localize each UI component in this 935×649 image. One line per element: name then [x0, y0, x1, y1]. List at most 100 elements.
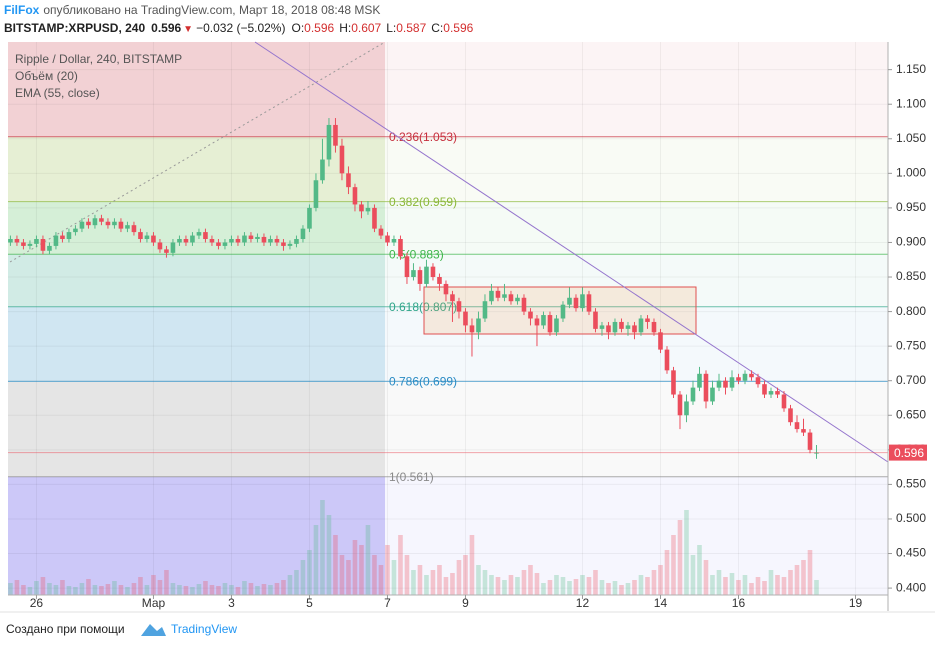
symbol: BITSTAMP:XRPUSD, 240 — [4, 21, 145, 35]
volume-bar — [209, 585, 215, 595]
candle-body — [47, 245, 52, 251]
brand[interactable]: TradingView — [171, 622, 237, 636]
candle-body — [521, 297, 527, 312]
legend-entry: Ripple / Dollar, 240, BITSTAMP — [15, 52, 182, 66]
volume-bar — [105, 584, 111, 595]
volume-bar — [404, 555, 410, 595]
volume-bar — [658, 565, 663, 595]
candle-body — [664, 349, 670, 371]
volume-bar — [268, 585, 273, 595]
candle-body — [359, 204, 364, 212]
fib-label: 0.618(0.807) — [389, 300, 457, 314]
volume-bar — [255, 586, 260, 595]
volume-bar — [593, 570, 598, 595]
candle-body — [118, 221, 124, 229]
y-tick-label: 0.400 — [896, 580, 926, 594]
candle-body — [586, 294, 592, 312]
plot-area: 0.236(1.053) 0.382(0.959) 0.5(0.883) 0.618(… — [8, 41, 889, 595]
candle-body — [794, 422, 800, 430]
volume-bar — [365, 525, 371, 595]
fib-band — [8, 254, 385, 307]
volume-bar — [339, 555, 345, 595]
candle-body — [677, 394, 683, 416]
candle-body — [489, 290, 494, 302]
ohlc-label: O: — [291, 21, 304, 35]
candle-body — [14, 239, 20, 243]
candle-body — [749, 373, 754, 378]
volume-bar — [27, 587, 33, 595]
volume-bar — [476, 565, 481, 595]
candle-body — [365, 207, 371, 212]
author: FilFox — [4, 3, 40, 17]
fib-band — [8, 201, 385, 255]
fib-band-extension — [385, 201, 888, 255]
volume-bar — [8, 583, 13, 595]
candle-body — [281, 242, 286, 246]
candle-body — [313, 180, 319, 208]
candle-body — [112, 221, 117, 226]
candle-body — [138, 232, 143, 240]
volume-bar — [638, 575, 644, 595]
volume-bar — [567, 581, 572, 595]
candle-body — [736, 377, 741, 381]
candle-body — [333, 124, 338, 146]
volume-bar — [378, 565, 384, 595]
volume-bar — [768, 570, 774, 595]
candle-body — [346, 173, 351, 188]
candle-body — [547, 315, 553, 333]
candle-body — [86, 221, 91, 226]
candle-body — [801, 429, 806, 433]
direction: ▼ — [183, 24, 193, 35]
candle-body — [612, 321, 618, 333]
volume-bar — [508, 575, 514, 595]
y-tick-label: 0.950 — [896, 200, 926, 214]
volume-bar — [632, 580, 637, 595]
y-tick-label: 0.550 — [896, 477, 926, 491]
volume-bar — [710, 575, 715, 595]
volume-bar — [547, 580, 553, 595]
y-tick-label: 0.450 — [896, 546, 926, 560]
symbol-line: BITSTAMP:XRPUSD, 240 0.596 ▼ −0.032 (−5.02%… — [4, 21, 474, 35]
volume-bar — [281, 580, 286, 595]
candle-body — [105, 221, 111, 226]
volume-bar — [749, 583, 754, 595]
volume-bar — [164, 570, 169, 595]
candle-body — [229, 239, 234, 243]
volume-bar — [79, 583, 85, 595]
brand-logo[interactable] — [141, 624, 166, 636]
candle-body — [287, 243, 293, 246]
volume-bar — [430, 570, 436, 595]
x-tick-label: 12 — [576, 596, 590, 610]
volume-bar — [443, 577, 449, 595]
y-tick-label: 0.650 — [896, 407, 926, 421]
candle-body — [788, 408, 793, 423]
x-tick-label: 19 — [849, 596, 863, 610]
candle-body — [697, 373, 702, 388]
volume-bar — [183, 586, 189, 595]
volume-bar — [287, 575, 293, 595]
candle-body — [125, 225, 130, 229]
volume-bar — [216, 586, 221, 595]
volume-bar — [229, 585, 234, 595]
fib-band — [8, 476, 385, 595]
volume-bar — [326, 515, 332, 595]
candle-body — [385, 235, 390, 243]
volume-bar — [482, 570, 488, 595]
volume-bar — [781, 577, 787, 595]
candle-body — [645, 318, 650, 322]
candle-body — [541, 315, 546, 326]
candle-body — [40, 239, 46, 251]
candle-body — [651, 321, 657, 333]
y-tick-label: 1.050 — [896, 131, 926, 145]
candle-body — [300, 228, 306, 240]
volume-bar — [47, 583, 52, 595]
volume-bar — [294, 570, 299, 595]
candle-body — [729, 377, 735, 388]
candle-body — [391, 239, 397, 243]
candle-body — [196, 232, 202, 236]
fib-band-extension — [385, 476, 888, 595]
last-price-box — [889, 444, 927, 461]
volume-bar — [385, 545, 390, 595]
volume-bar — [92, 585, 98, 595]
